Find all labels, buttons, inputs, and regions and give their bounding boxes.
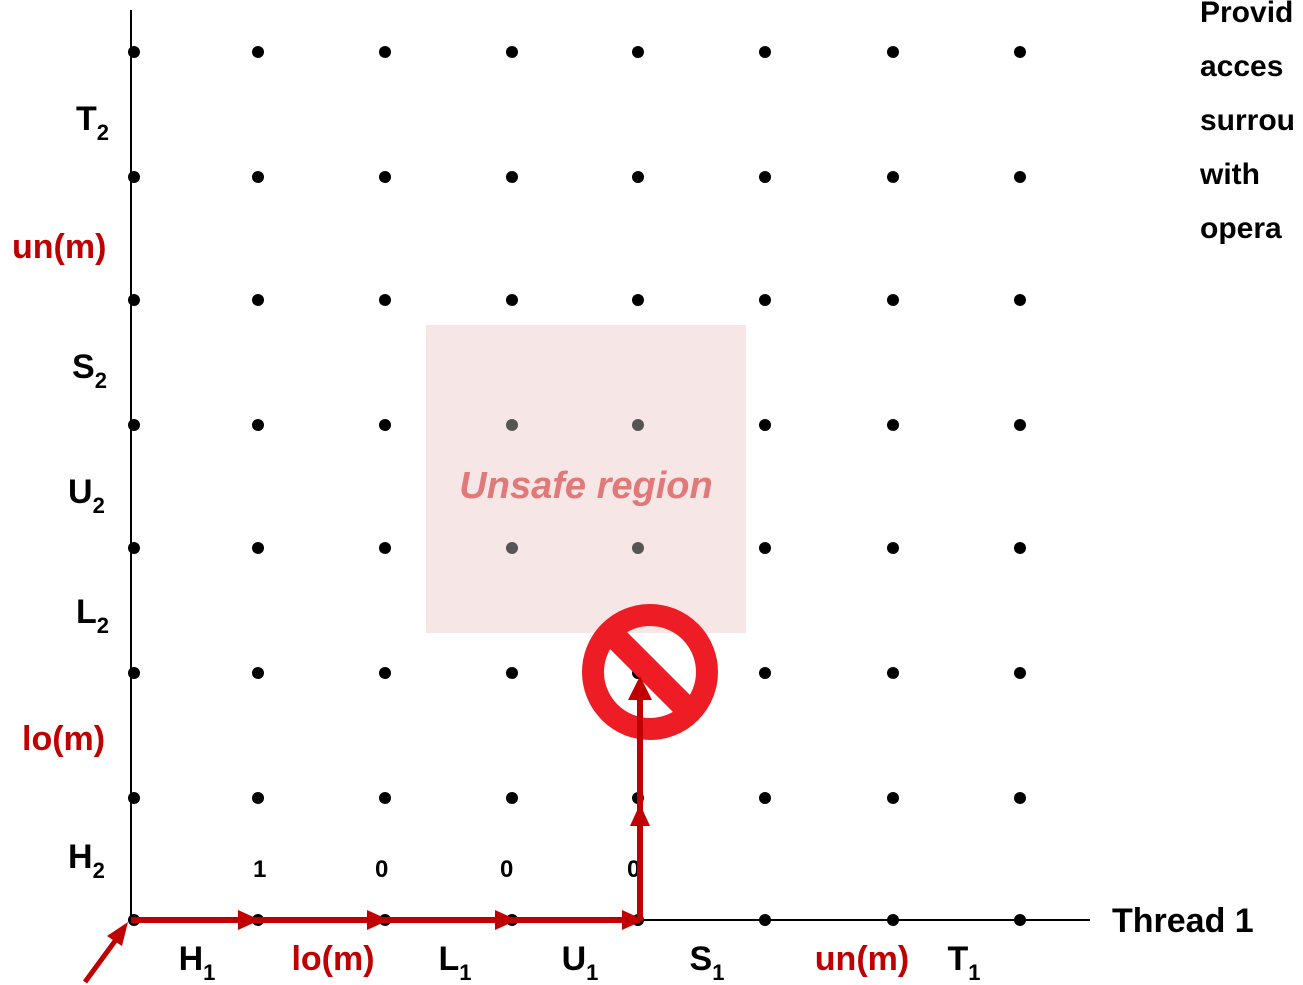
grid-dot (506, 294, 518, 306)
x-label: lo(m) (291, 940, 374, 978)
grid-dot (379, 171, 391, 183)
grid-dot (379, 542, 391, 554)
grid-dot (128, 542, 140, 554)
grid-dot (252, 171, 264, 183)
grid-dot (887, 792, 899, 804)
side-note-line: surrou (1200, 104, 1295, 137)
grid-dot (128, 419, 140, 431)
state-values: 1 0 0 0 (253, 856, 640, 883)
grid-dot (887, 419, 899, 431)
grid-dot (252, 667, 264, 679)
grid-dot (128, 171, 140, 183)
grid-dot (887, 171, 899, 183)
side-note-line: Provid (1200, 0, 1293, 29)
grid-dot (128, 294, 140, 306)
y-label: lo(m) (22, 720, 105, 758)
grid-dot (506, 667, 518, 679)
state-value: 1 (253, 856, 266, 883)
x-axis-labels: H1 lo(m) L1 U1 S1 un(m) T1 (179, 940, 981, 985)
x-label: S1 (690, 940, 725, 985)
grid-dot (759, 46, 771, 58)
state-value: 0 (500, 856, 513, 883)
grid-dot (506, 792, 518, 804)
unsafe-region-label: Unsafe region (459, 465, 712, 507)
grid-dot (1014, 294, 1026, 306)
grid-dot (252, 46, 264, 58)
trajectory-path (131, 700, 650, 930)
y-label: U2 (68, 473, 105, 518)
grid-dot (379, 294, 391, 306)
grid-dot (128, 46, 140, 58)
grid-dot (379, 667, 391, 679)
grid-dot (1014, 171, 1026, 183)
grid-dot (1014, 542, 1026, 554)
grid-dot (506, 171, 518, 183)
grid-dot (252, 419, 264, 431)
x-label: U1 (562, 940, 599, 985)
grid-dot (1014, 419, 1026, 431)
grid-dot (128, 667, 140, 679)
grid-dot (632, 419, 644, 431)
y-label: un(m) (12, 228, 106, 266)
grid-dot (1014, 667, 1026, 679)
grid-dot (252, 792, 264, 804)
side-note: Provid acces surrou with opera (1199, 0, 1295, 245)
side-note-line: acces (1200, 50, 1283, 83)
x-axis-title: Thread 1 (1112, 902, 1254, 940)
x-label: un(m) (815, 940, 909, 978)
grid-dot (759, 667, 771, 679)
grid-dot (1014, 792, 1026, 804)
grid-dot (632, 46, 644, 58)
side-note-line: with (1199, 158, 1260, 191)
grid-dot (128, 792, 140, 804)
x-label: H1 (179, 940, 216, 985)
grid-dot (759, 419, 771, 431)
grid-dot (506, 46, 518, 58)
x-label: T1 (947, 940, 980, 985)
grid-dot (759, 171, 771, 183)
grid-dot (252, 294, 264, 306)
y-label: T2 (76, 100, 109, 145)
y-label: H2 (68, 838, 105, 883)
x-label: L1 (438, 940, 471, 985)
grid-dot (759, 792, 771, 804)
arrowhead-icon (367, 910, 389, 930)
y-axis-labels: H2 lo(m) L2 U2 S2 un(m) T2 (12, 100, 109, 883)
y-label: L2 (76, 593, 109, 638)
arrowhead-icon (630, 804, 650, 826)
grid-dot (379, 792, 391, 804)
grid-dot (506, 419, 518, 431)
no-entry-icon (582, 604, 718, 740)
arrowhead-icon (622, 910, 644, 930)
grid-dot (252, 542, 264, 554)
grid-dot (632, 171, 644, 183)
grid-dot (632, 542, 644, 554)
y-label: S2 (72, 348, 107, 393)
side-note-line: opera (1200, 212, 1282, 245)
start-arrow (82, 922, 128, 984)
grid-dot (506, 542, 518, 554)
grid-dot (1014, 46, 1026, 58)
grid-dot (887, 667, 899, 679)
grid-dot (887, 294, 899, 306)
grid-dot (887, 542, 899, 554)
arrowhead-icon (238, 910, 260, 930)
unsafe-region (426, 325, 746, 633)
arrowhead-icon (495, 910, 517, 930)
grid-dot (632, 294, 644, 306)
grid-dot (887, 46, 899, 58)
grid-dot (379, 46, 391, 58)
grid-dot (379, 419, 391, 431)
grid-dot (759, 294, 771, 306)
state-value: 0 (375, 856, 388, 883)
grid-dot (759, 542, 771, 554)
